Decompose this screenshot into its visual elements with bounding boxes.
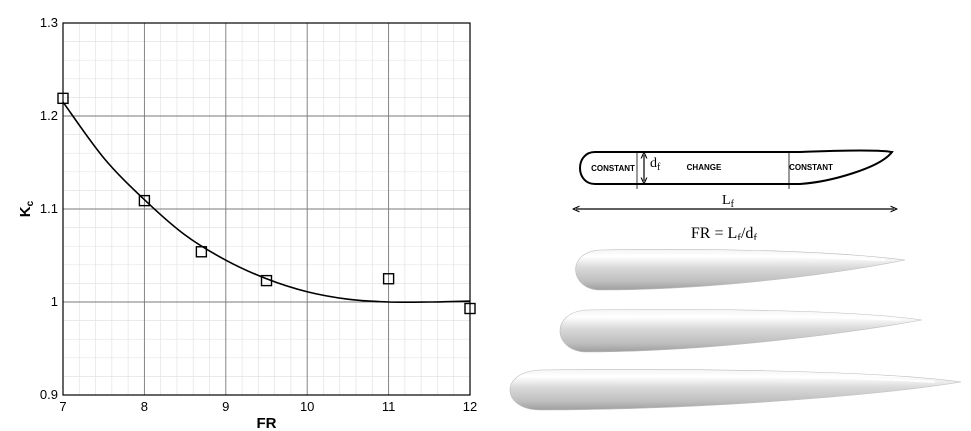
y-tick-label: 1 [51, 294, 58, 309]
y-tick-label: 1.1 [40, 201, 58, 216]
data-point-marker [260, 274, 273, 287]
fuselage-renderings [509, 249, 962, 411]
data-point-marker [195, 246, 208, 258]
y-axis-title-main: K [17, 206, 34, 217]
x-axis-ticks: 7 8 9 10 11 12 [59, 399, 477, 414]
x-tick-label: 12 [463, 399, 477, 414]
data-point-marker [138, 194, 151, 207]
length-label: Lf [722, 193, 735, 210]
y-tick-label: 1.3 [40, 15, 58, 30]
data-markers [57, 92, 476, 315]
left-section-label: CONSTANT [591, 164, 635, 173]
fuselage-outline [579, 149, 894, 185]
fuselage-schematic: CONSTANT df CHANGE CONSTANT Lf FR = Lf/d… [560, 149, 910, 240]
data-point-marker [382, 273, 395, 285]
data-point-marker [464, 302, 476, 315]
kc-vs-fr-chart: 7 8 9 10 11 12 0.9 1 1.1 1.2 1.3 FR Kc [17, 15, 477, 431]
x-tick-label: 10 [300, 399, 314, 414]
x-axis-title: FR [257, 415, 277, 431]
x-tick-label: 7 [59, 399, 66, 414]
fuselage-body-medium [559, 309, 923, 353]
right-section-label: CONSTANT [789, 163, 833, 172]
fuselage-body-short [575, 249, 906, 291]
x-tick-label: 11 [382, 399, 396, 414]
x-tick-label: 9 [222, 399, 229, 414]
plot-frame [62, 22, 471, 396]
diameter-label: df [650, 156, 661, 173]
fit-curve [62, 101, 471, 304]
x-tick-label: 8 [141, 399, 148, 414]
y-axis-title: Kc [17, 200, 36, 217]
y-axis-ticks: 0.9 1 1.1 1.2 1.3 [40, 15, 58, 402]
fuselage-body-long [509, 369, 962, 411]
fineness-ratio-formula: FR = Lf/df [691, 225, 758, 240]
y-tick-label: 1.2 [40, 108, 58, 123]
y-axis-title-sub: c [25, 200, 36, 206]
y-tick-label: 0.9 [40, 387, 58, 402]
data-point-marker [57, 92, 69, 105]
middle-section-label: CHANGE [687, 163, 722, 172]
